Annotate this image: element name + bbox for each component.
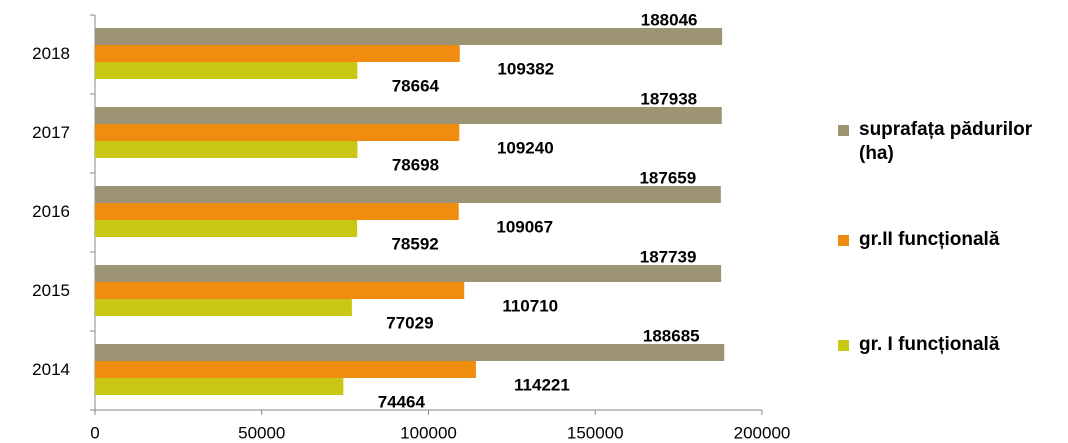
legend-item: suprafața pădurilor (ha) [838,118,1048,166]
bar [95,62,358,79]
data-label: 78698 [392,155,439,174]
x-tick-label: 150000 [567,423,624,442]
legend-item: gr.II funcțională [838,228,1048,252]
bar [95,45,460,62]
legend-swatch [838,340,849,351]
data-label: 77029 [386,313,433,332]
bar [95,265,722,282]
bar [95,203,459,220]
y-tick-label: 2017 [32,123,70,142]
legend-label: gr. I funcțională [859,334,1000,355]
data-label: 187659 [639,168,696,187]
data-label: 109067 [496,217,553,236]
y-tick-label: 2016 [32,202,70,221]
bar [95,344,725,361]
y-tick-label: 2014 [32,360,70,379]
data-label: 110710 [502,296,558,315]
bar [95,186,721,203]
legend-item: gr. I funcțională [838,333,1048,357]
data-label: 74464 [378,392,426,411]
bar [95,141,358,158]
y-tick-label: 2015 [32,281,70,300]
data-label: 187938 [640,89,697,108]
legend-swatch [838,125,849,136]
bar [95,361,476,378]
data-label: 188685 [643,326,700,345]
bar [95,28,723,45]
bar [95,299,352,316]
x-tick-label: 200000 [734,423,791,442]
data-label: 109240 [497,138,554,157]
y-tick-label: 2018 [32,44,70,63]
data-label: 114221 [514,375,570,394]
data-label: 187739 [640,247,697,266]
legend-swatch [838,235,849,246]
bar [95,107,722,124]
x-tick-label: 0 [90,423,99,442]
x-tick-label: 100000 [400,423,457,442]
data-label: 78664 [392,76,440,95]
data-label: 188046 [641,10,698,29]
bar [95,378,344,395]
bar [95,282,465,299]
data-label: 78592 [391,234,438,253]
legend-label: gr.II funcțională [859,229,1000,250]
legend-label: suprafața pădurilor (ha) [859,119,1033,164]
data-label: 109382 [497,59,554,78]
bar [95,220,358,237]
x-tick-label: 50000 [238,423,285,442]
bar [95,124,460,141]
